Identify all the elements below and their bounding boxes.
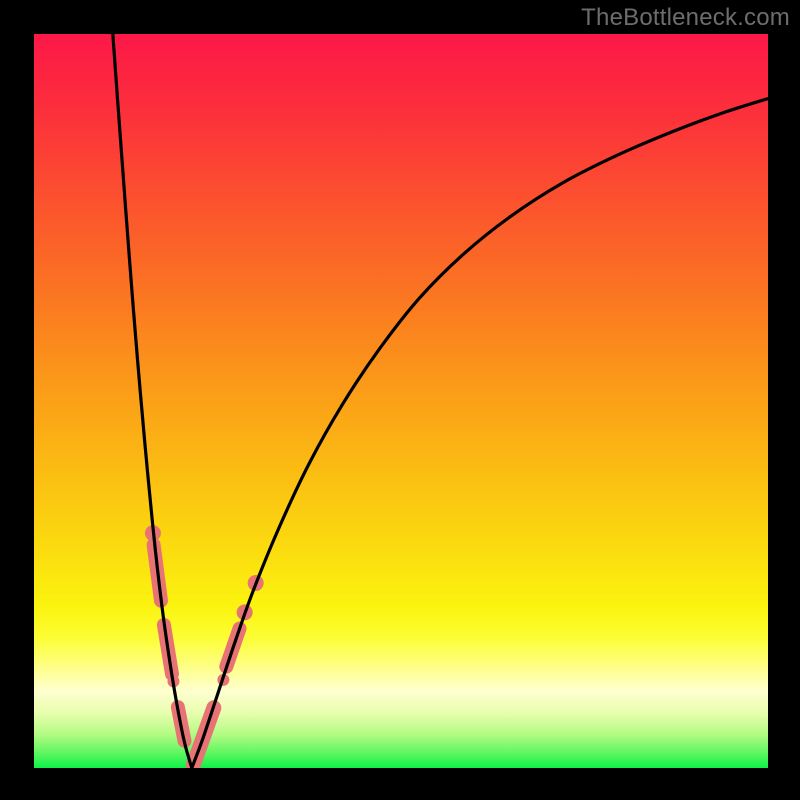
plot-area (34, 34, 768, 768)
chart-svg (34, 34, 768, 768)
chart-container: TheBottleneck.com (0, 0, 800, 800)
watermark-text: TheBottleneck.com (581, 4, 790, 32)
gradient-background (34, 34, 768, 768)
